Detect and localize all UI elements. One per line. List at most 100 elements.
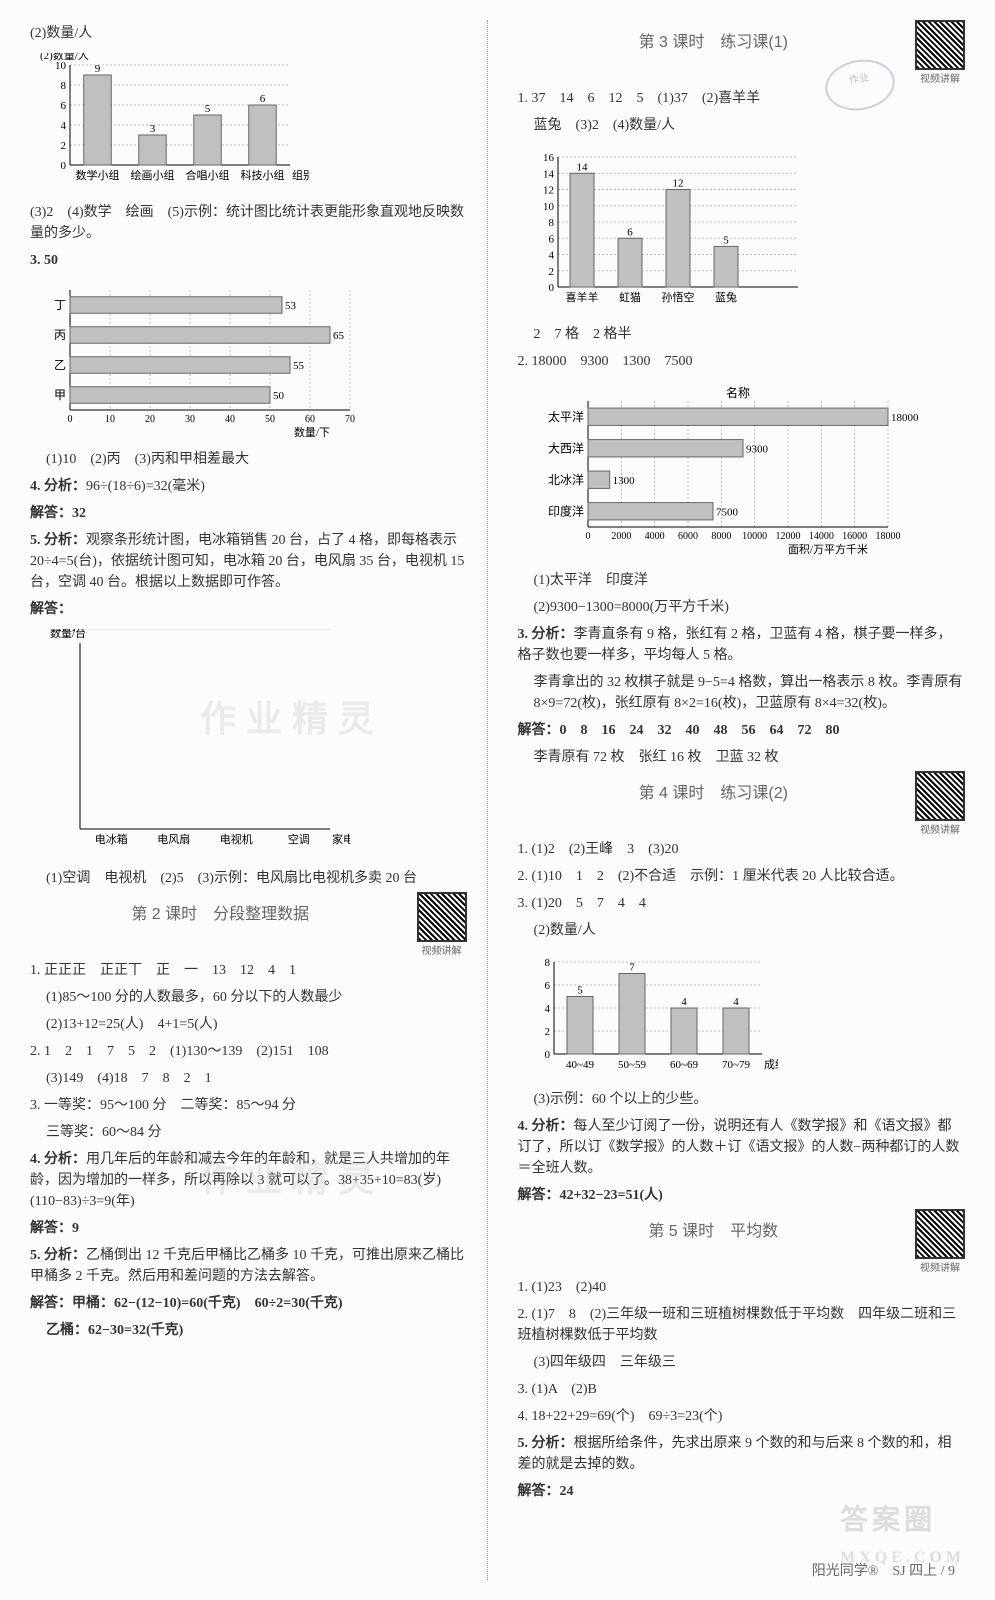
svg-text:丙: 丙 — [54, 328, 66, 342]
svg-text:7500: 7500 — [716, 506, 739, 518]
s5-q2-2: (3)四年级四 三年级三 — [518, 1352, 965, 1373]
svg-text:2000: 2000 — [611, 531, 631, 542]
s2-q5-label: 5. 分析： — [30, 1248, 86, 1263]
svg-text:14: 14 — [543, 168, 555, 180]
q5: 5. 分析：观察条形统计图，电冰箱销售 20 台，占了 4 格，即每格表示 20… — [30, 530, 467, 593]
q3-ans: (1)10 (2)丙 (3)丙和甲相差最大 — [30, 449, 467, 470]
s4-q4-ans: 解答：42+32−23=51(人) — [518, 1185, 965, 1206]
svg-text:成绩/个: 成绩/个 — [764, 1058, 778, 1071]
q5-final: (1)空调 电视机 (2)5 (3)示例：电风扇比电视机多卖 20 台 — [30, 868, 467, 889]
svg-text:60: 60 — [305, 414, 315, 425]
s5-q2-1: 2. (1)7 8 (2)三年级一班和三班植树棵数低于平均数 四年级二班和三班植… — [518, 1304, 965, 1346]
s3-q3: 3. 分析：李青直条有 9 格，张红有 2 格，卫蓝有 4 格，棋子要一样多，格… — [518, 624, 965, 666]
s5-q5-text: 根据所给条件，先求出原来 9 个数的和与后来 8 个数的和，相差的就是去掉的数。 — [518, 1436, 952, 1472]
qr-label: 视频讲解 — [417, 942, 467, 957]
svg-text:20: 20 — [145, 414, 155, 425]
svg-text:数量/台: 数量/台 — [50, 629, 86, 640]
left-column: (2)数量/人 02468109数学小组3绘画小组5合唱小组6科技小组组别(2)… — [30, 20, 488, 1580]
svg-text:6: 6 — [548, 233, 554, 245]
svg-text:53: 53 — [285, 300, 297, 312]
qr-label: 视频讲解 — [915, 821, 965, 836]
svg-text:8: 8 — [548, 217, 554, 229]
svg-text:名称: 名称 — [726, 385, 750, 400]
svg-text:3: 3 — [150, 123, 156, 135]
svg-text:0: 0 — [61, 160, 67, 172]
svg-text:9: 9 — [95, 63, 101, 75]
s2-q2-2: (3)149 (4)18 7 8 2 1 — [30, 1068, 467, 1089]
svg-text:电冰箱: 电冰箱 — [95, 832, 128, 846]
s2-q5: 5. 分析：乙桶倒出 12 千克后甲桶比乙桶多 10 千克，可推出原来乙桶比甲桶… — [30, 1245, 467, 1287]
watermark: 答案圈 MXQE.COM — [840, 1498, 965, 1570]
s5-q5-label: 5. 分析： — [518, 1436, 574, 1451]
svg-text:10: 10 — [543, 201, 555, 213]
svg-text:6: 6 — [627, 226, 633, 238]
s2-q3-2: 三等奖：60～84 分 — [30, 1122, 467, 1143]
svg-text:65: 65 — [333, 330, 345, 342]
svg-text:空调: 空调 — [288, 832, 310, 846]
s4-q4: 4. 分析：每人至少订阅了一份，说明还有人《数学报》和《语文报》都订了，所以订《… — [518, 1116, 965, 1179]
s2-q1-2: (1)85～100 分的人数最多，60 分以下的人数最少 — [30, 987, 467, 1008]
svg-text:40~49: 40~49 — [566, 1059, 594, 1071]
chart2: 010203040506070丁53丙65乙55甲50数量/下 — [30, 280, 390, 440]
svg-text:孙悟空: 孙悟空 — [661, 290, 694, 304]
q4-expr: 96÷(18÷6)=32(毫米) — [86, 479, 205, 494]
svg-text:4: 4 — [681, 996, 687, 1008]
s2-q5-ans2: 乙桶：62−30=32(千克) — [30, 1320, 467, 1341]
section4-title: 第 4 课时 练习课(2) — [518, 779, 965, 803]
s4-q3-1: 3. (1)20 5 7 4 4 — [518, 893, 965, 914]
svg-text:50: 50 — [273, 390, 285, 402]
q5-label: 5. 分析： — [30, 533, 86, 548]
svg-text:6: 6 — [61, 100, 67, 112]
s4-q3-3: (3)示例：60 个以上的少些。 — [518, 1089, 965, 1110]
svg-text:16: 16 — [543, 152, 555, 164]
q5-ans-label: 解答： — [30, 599, 467, 620]
svg-text:6: 6 — [544, 980, 550, 992]
q4-ans: 解答：32 — [30, 503, 467, 524]
svg-text:绘画小组: 绘画小组 — [131, 168, 175, 182]
svg-text:印度洋: 印度洋 — [548, 503, 584, 518]
svg-text:0: 0 — [68, 414, 73, 425]
s2-q2-1: 2. 1 2 1 7 5 2 (1)130～139 (2)151 108 — [30, 1041, 467, 1062]
s4-q2-1: 2. (1)10 1 2 (2)不合适 示例：1 厘米代表 20 人比较合适。 — [518, 866, 965, 887]
svg-text:蓝兔: 蓝兔 — [715, 290, 737, 304]
svg-text:6000: 6000 — [678, 531, 698, 542]
qr-icon — [915, 771, 965, 821]
chart4: 024681012141614喜羊羊6虹猫12孙悟空5蓝兔 — [518, 145, 818, 315]
svg-text:50: 50 — [265, 414, 275, 425]
svg-text:(2)数量/人: (2)数量/人 — [40, 53, 89, 62]
s3-q3-ans2: 李青原有 72 枚 张红 16 枚 卫蓝 32 枚 — [518, 747, 965, 768]
svg-text:9300: 9300 — [746, 443, 769, 455]
s4-q4-text: 每人至少订阅了一份，说明还有人《数学报》和《语文报》都订了，所以订《数学报》的人… — [518, 1119, 960, 1176]
s3-q3-ans1: 解答：0 8 16 24 32 40 48 56 64 72 80 — [518, 720, 965, 741]
q4: 4. 分析：96÷(18÷6)=32(毫米) — [30, 476, 467, 497]
svg-text:数量/下: 数量/下 — [294, 426, 330, 439]
qr-label: 视频讲解 — [915, 70, 965, 85]
s2-q5-ans1: 解答：甲桶：62−(12−10)=60(千克) 60÷2=30(千克) — [30, 1293, 467, 1314]
svg-text:2: 2 — [548, 266, 554, 278]
svg-text:大西洋: 大西洋 — [548, 440, 584, 455]
svg-text:5: 5 — [205, 103, 211, 115]
watermark-mid2: 作业精灵 — [200, 1150, 384, 1202]
chart5: 0200040006000800010000120001400016000180… — [518, 381, 938, 561]
svg-text:40: 40 — [225, 414, 235, 425]
qr-icon — [915, 20, 965, 70]
svg-text:乙: 乙 — [54, 358, 66, 372]
s3-q3-text1: 李青直条有 9 格，张红有 2 格，卫蓝有 4 格，棋子要一样多，格子数也要一样… — [518, 627, 952, 663]
svg-text:12000: 12000 — [775, 531, 800, 542]
s5-q5: 5. 分析：根据所给条件，先求出原来 9 个数的和与后来 8 个数的和，相差的就… — [518, 1433, 965, 1475]
s2-q5-text: 乙桶倒出 12 千克后甲桶比乙桶多 10 千克，可推出原来乙桶比甲桶多 2 千克… — [30, 1248, 464, 1284]
right-column: 视频讲解 第 3 课时 练习课(1) 1. 37 14 6 12 5 (1)37… — [508, 20, 965, 1580]
svg-text:丁: 丁 — [54, 298, 66, 312]
svg-text:7: 7 — [629, 962, 635, 974]
watermark-mid: 作业精灵 — [200, 690, 384, 742]
svg-text:8: 8 — [61, 80, 67, 92]
svg-text:喜羊羊: 喜羊羊 — [565, 290, 598, 304]
svg-text:面积/万平方千米: 面积/万平方千米 — [787, 542, 867, 556]
svg-text:4000: 4000 — [644, 531, 664, 542]
svg-text:14000: 14000 — [808, 531, 833, 542]
chart1-ylabel: (2)数量/人 — [30, 23, 467, 44]
svg-text:2: 2 — [544, 1026, 550, 1038]
s2-q4-ans: 解答：9 — [30, 1218, 467, 1239]
svg-text:70~79: 70~79 — [722, 1059, 750, 1071]
svg-text:数学小组: 数学小组 — [76, 168, 120, 182]
